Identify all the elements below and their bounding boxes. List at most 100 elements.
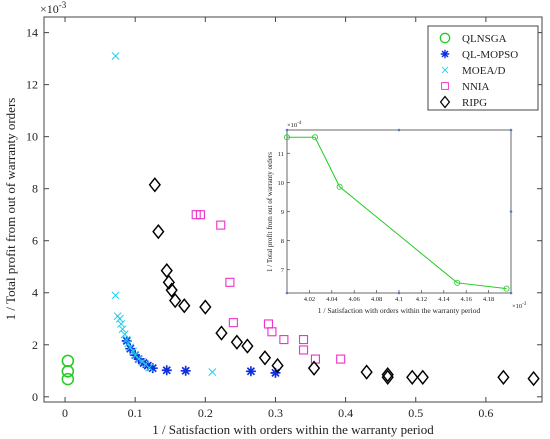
main-y-tick-label: 14 — [26, 26, 38, 40]
main-y-axis-label: 1 / Total profit from out of warranty or… — [3, 98, 18, 321]
data-point — [124, 339, 133, 348]
main-x-tick-label: 0.6 — [478, 406, 493, 420]
legend-marker — [439, 32, 451, 44]
legend: QLNSGA QL-MOPSO MOEA/D NNIA RIPG — [427, 25, 539, 111]
inset-data-point-shape — [503, 285, 510, 292]
data-point-shape — [165, 282, 178, 298]
inset-series — [283, 134, 510, 292]
data-point-shape — [178, 298, 191, 314]
data-point-shape — [381, 369, 394, 385]
inset-y-tick-label: 7 — [281, 267, 285, 274]
data-point — [162, 274, 175, 291]
legend-marker-shape — [439, 32, 451, 44]
main-x-tick-label: 0.5 — [408, 406, 423, 420]
legend-marker-shape — [441, 66, 449, 74]
data-point-shape — [180, 365, 191, 376]
series-qlnsga — [61, 354, 75, 386]
inset-data-point — [503, 285, 510, 292]
data-point — [271, 357, 284, 374]
series-moea-d — [111, 52, 217, 377]
data-point — [216, 220, 226, 230]
main-y-tick-label: 0 — [32, 390, 38, 404]
legend-marker — [441, 82, 449, 90]
data-point — [258, 350, 272, 366]
data-point — [134, 355, 143, 364]
data-point — [298, 335, 309, 345]
inset-data-point-shape — [311, 134, 318, 141]
data-point-shape — [148, 177, 161, 193]
inset-x-tick-label: 4.14 — [438, 296, 450, 303]
legend-items: QLNSGA QL-MOPSO MOEA/D NNIA RIPG — [439, 32, 518, 109]
inset-series-line — [287, 136, 507, 290]
data-point — [527, 370, 540, 387]
main-y-tick-label: 4 — [32, 286, 38, 300]
data-point — [152, 223, 165, 240]
inset-x-axis-label: 1 / Satisfaction with orders within the … — [318, 306, 481, 315]
data-point-shape — [117, 320, 126, 328]
series-nnia — [191, 210, 346, 364]
inset-y-tick-label: 8 — [281, 238, 284, 245]
inset-data-point — [311, 134, 318, 141]
data-point — [406, 369, 419, 385]
data-point-shape — [120, 330, 129, 339]
inset-chart: 4.02 4.04 4.06 4.08 4.1 4.12 4.14 4.16 4.18 7891… — [258, 118, 536, 318]
inset-x-tick-label: 4.16 — [461, 296, 473, 303]
data-point — [241, 338, 254, 354]
inset-data-point-shape — [283, 134, 290, 141]
data-point — [381, 369, 394, 385]
inset-frame-dot — [285, 128, 289, 132]
data-point — [279, 335, 289, 345]
inset-frame-dot — [397, 128, 401, 132]
inset-y-ticks: 7 8 9 10 11 — [278, 128, 513, 295]
data-point-shape — [406, 369, 419, 385]
data-point-shape — [195, 210, 205, 220]
data-point — [115, 314, 124, 323]
data-point-shape — [152, 223, 165, 240]
inset-plot-frame — [286, 129, 512, 294]
data-point — [215, 325, 228, 341]
data-point-shape — [271, 357, 284, 374]
main-y-tick-label: 8 — [32, 182, 38, 196]
series-ripg — [148, 177, 540, 387]
data-point-shape — [228, 318, 238, 328]
data-point-shape — [129, 347, 138, 356]
legend-label: RIPG — [462, 97, 487, 109]
data-point-shape — [298, 335, 309, 345]
main-x-tick-label: 0.1 — [128, 406, 143, 420]
data-point — [126, 343, 135, 352]
legend-label: NNIA — [462, 81, 490, 93]
main-y-multiplier: ×10-3 — [40, 0, 67, 16]
data-point — [178, 298, 191, 314]
main-data-points — [61, 52, 540, 387]
inset-x-tick-label: 4.12 — [416, 296, 427, 303]
main-y-tick-label: 2 — [32, 338, 38, 352]
data-point — [118, 325, 127, 334]
data-point-shape — [111, 291, 120, 300]
legend-box — [427, 25, 539, 111]
data-point-shape — [336, 354, 346, 364]
inset-data-point-shape — [336, 183, 343, 190]
data-point-shape — [61, 365, 75, 378]
main-x-axis-label: 1 / Satisfaction with orders within the … — [152, 422, 434, 437]
data-point — [120, 330, 129, 339]
data-point — [147, 363, 158, 374]
data-point-shape — [270, 367, 281, 378]
data-point — [497, 369, 510, 385]
inset-y-tick-label: 9 — [281, 209, 284, 216]
data-point-shape — [230, 334, 244, 350]
data-point-shape — [225, 277, 235, 287]
data-point — [169, 292, 182, 309]
inset-data-point-shape — [454, 279, 461, 286]
data-point-shape — [162, 274, 175, 291]
inset-y-axis-label: 1 / Total profit from out of warranty or… — [266, 152, 274, 272]
data-point-shape — [199, 299, 212, 315]
inset-x-tick-label: 4.02 — [304, 296, 315, 303]
main-x-tick-label: 0.4 — [338, 406, 353, 420]
data-point — [416, 369, 429, 385]
data-point — [160, 262, 173, 279]
data-point-shape — [527, 370, 540, 387]
data-point-shape — [126, 343, 135, 352]
main-x-tick-label: 0.3 — [268, 406, 283, 420]
inset-y-tick-label: 11 — [278, 151, 284, 158]
